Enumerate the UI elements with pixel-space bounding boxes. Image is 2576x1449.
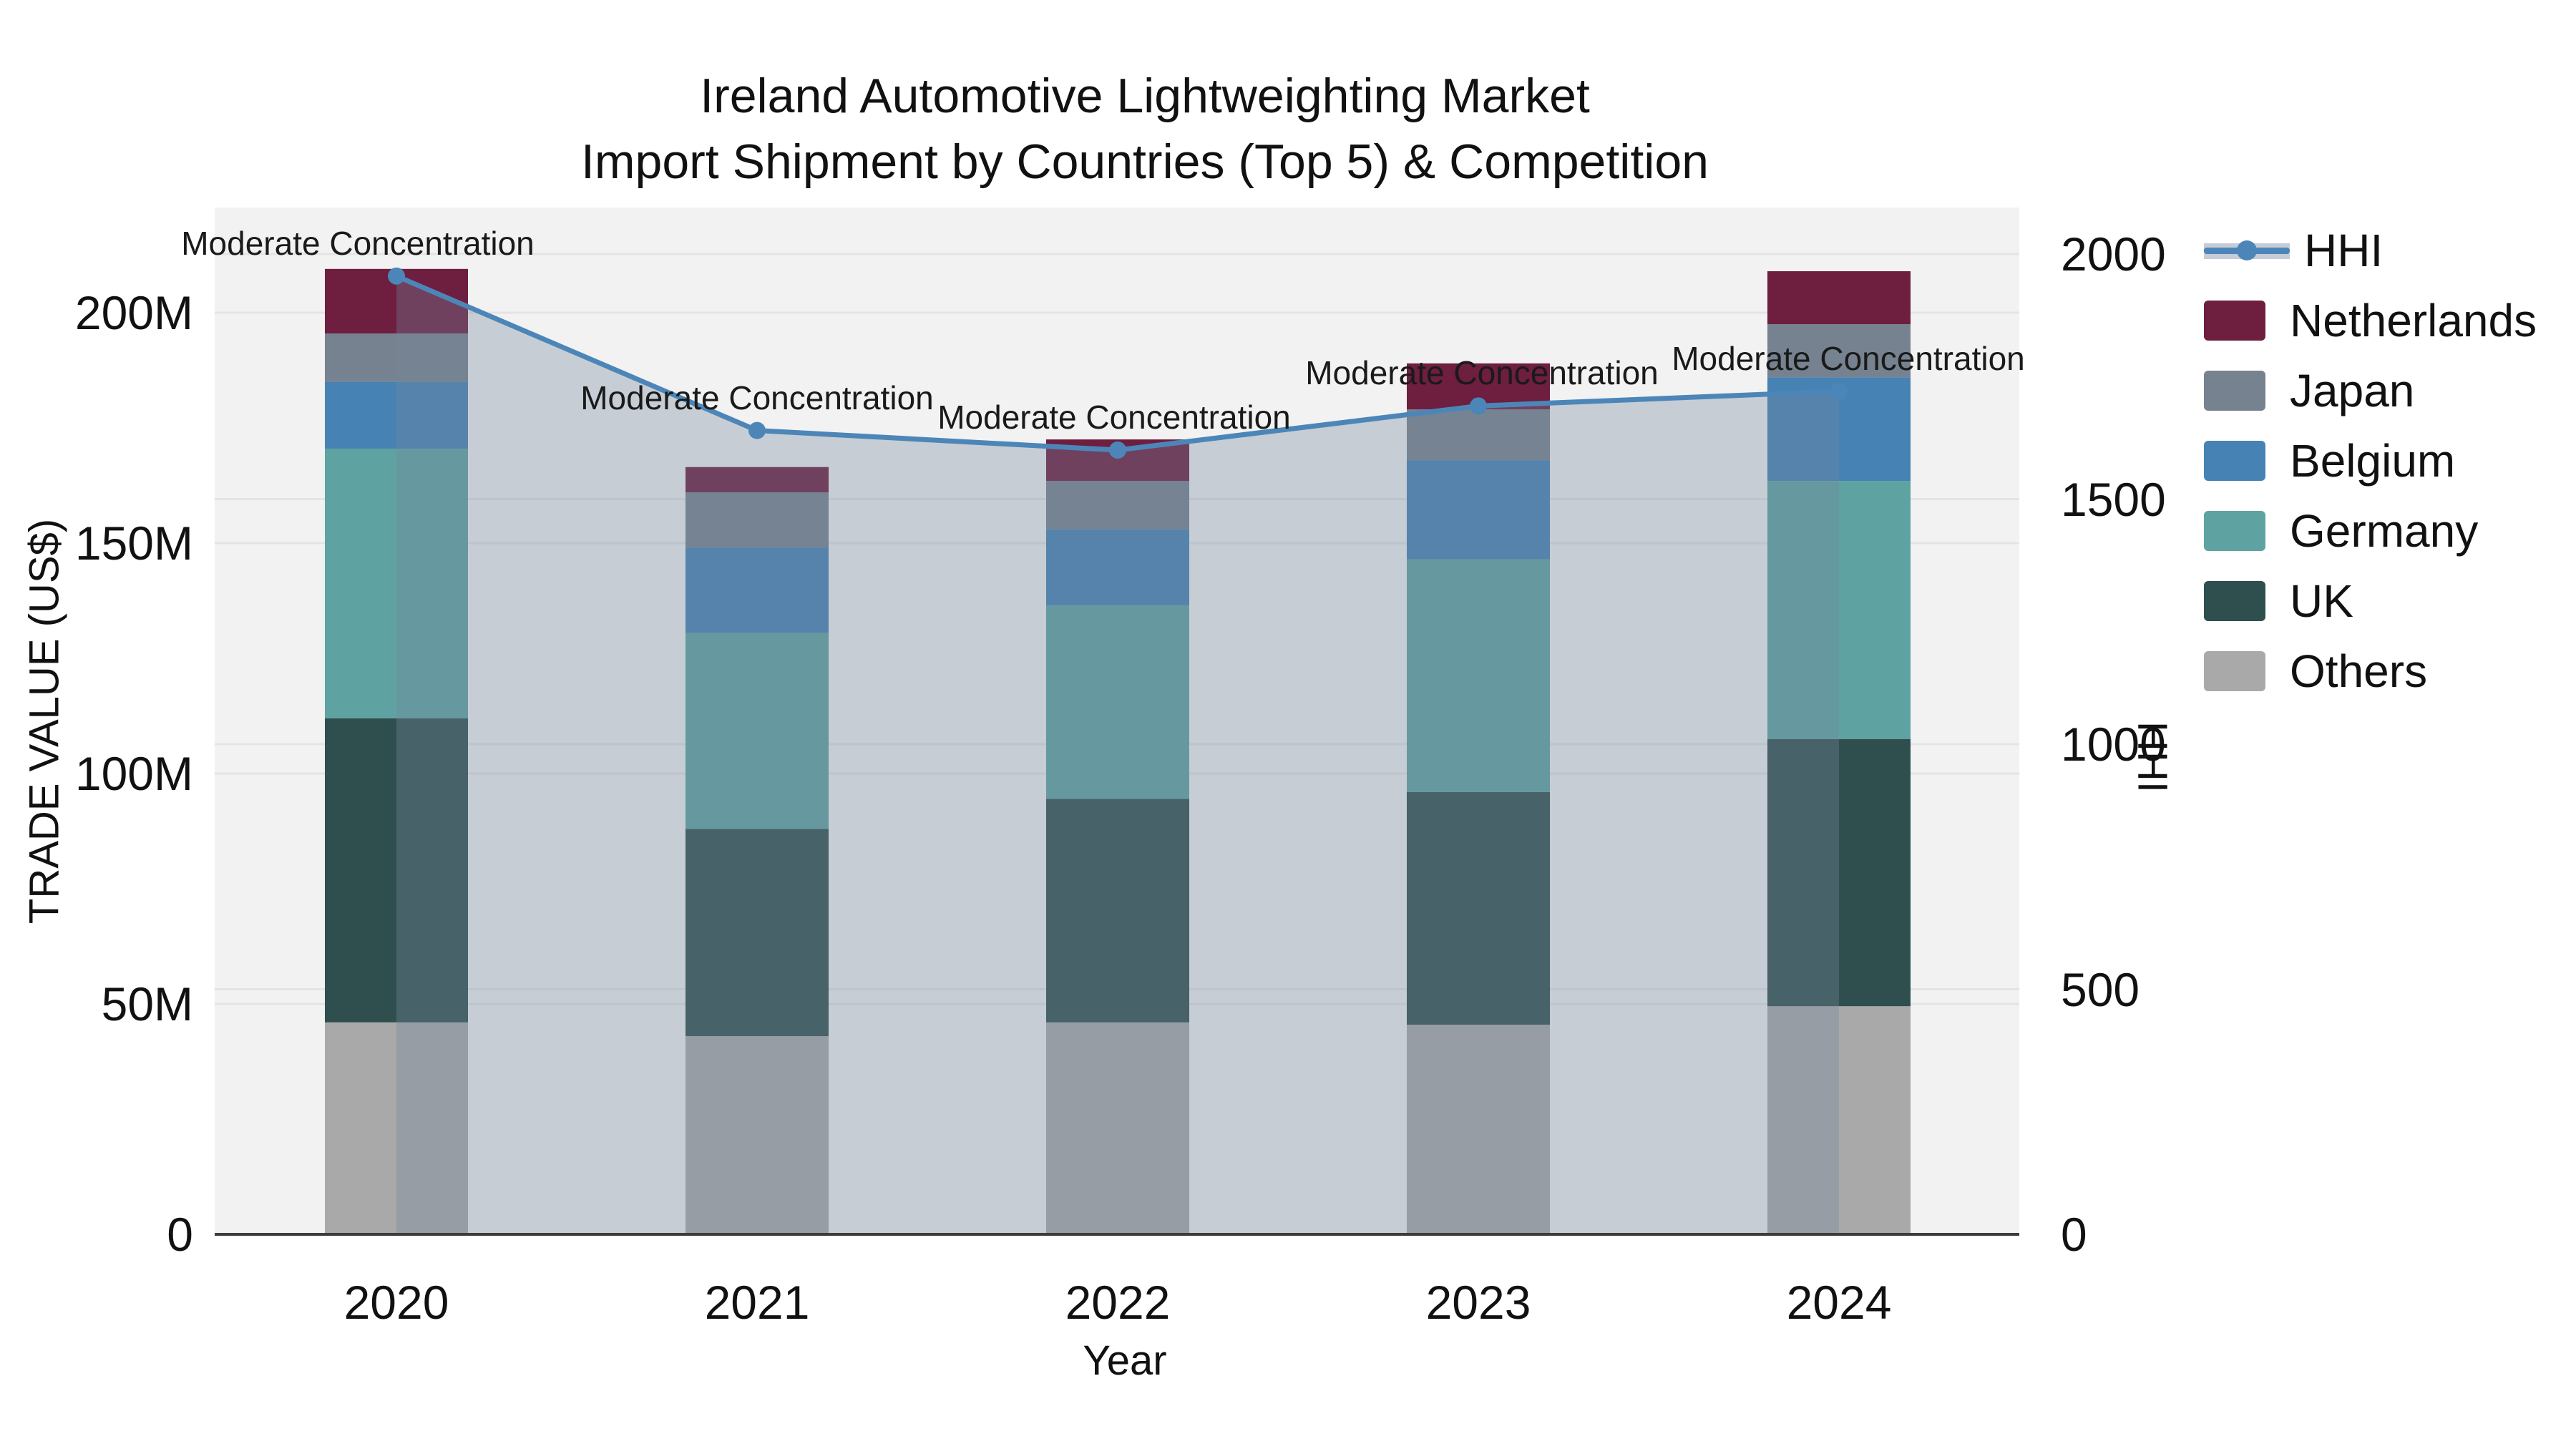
legend-swatch-Germany [2204,511,2265,551]
annotation-2021: Moderate Concentration [580,379,934,416]
legend-item-Belgium: Belgium [2204,432,2455,489]
x-tick-2024: 2024 [1786,1276,1892,1329]
bar-segment-2020-Belgium [325,381,468,449]
bar-segment-2023-UK [1407,791,1550,1025]
legend-item-Netherlands: Netherlands [2204,292,2537,349]
bar-segment-2020-Others [325,1022,468,1234]
legend-swatch-hhi [2204,230,2290,270]
bar-segment-2021-Japan [686,492,829,548]
legend-swatch-UK [2204,581,2265,621]
hhi-marker-swatch [2237,240,2257,260]
legend-label-Belgium: Belgium [2290,435,2456,487]
bar-segment-2023-Japan [1407,409,1550,461]
y-tick-right-1500: 1500 [2061,472,2166,526]
hhi-marker-2024 [1830,382,1848,400]
legend-label-Others: Others [2290,645,2428,697]
y-tick-right-2000: 2000 [2061,228,2166,280]
bar-segment-2021-Netherlands [686,467,829,493]
annotation-2022: Moderate Concentration [937,399,1291,436]
y-tick-left-200M: 200M [74,286,193,339]
annotation-2024: Moderate Concentration [1672,339,2025,377]
chart-title-line1: Ireland Automotive Lightweighting Market [700,69,1590,123]
bar-segment-2023-Belgium [1407,460,1550,560]
legend-swatch-Belgium [2204,441,2265,481]
x-tick-2023: 2023 [1425,1276,1531,1329]
legend-swatch-Others [2204,651,2265,691]
bar-segment-2021-Others [686,1036,829,1234]
chart-title-line2: Import Shipment by Countries (Top 5) & C… [580,135,1709,255]
legend-label-UK: UK [2290,575,2353,627]
hhi-marker-2023 [1470,397,1487,415]
hhi-marker-2021 [748,421,766,439]
bar-segment-2024-UK [1767,738,1911,1007]
bar-segment-2020-UK [325,718,468,1023]
y-tick-right-500: 500 [2061,962,2140,1016]
bar-segment-2020-Germany [325,448,468,718]
bar-segment-2021-Germany [686,633,829,829]
x-tick-2022: 2022 [1065,1276,1171,1329]
bar-segment-2022-Japan [1046,481,1189,530]
bar-segment-2021-Belgium [686,547,829,633]
bar-segment-2022-Belgium [1046,529,1189,605]
y-tick-left-150M: 150M [74,517,193,570]
legend-item-Japan: Japan [2204,362,2414,419]
bar-segment-2021-UK [686,829,829,1037]
annotation-2020: Moderate Concentration [181,224,535,262]
x-tick-2020: 2020 [343,1276,449,1329]
hhi-area-fill [396,275,1839,1235]
bar-segment-2024-Japan [1767,324,1911,378]
annotation-2023: Moderate Concentration [1305,354,1659,392]
bar-segment-2022-Germany [1046,605,1189,799]
y-tick-left-100M: 100M [74,747,193,800]
bar-segment-2024-Others [1767,1006,1911,1234]
y-tick-left-50M: 50M [101,977,193,1030]
bar-segment-2024-Netherlands [1767,271,1911,325]
legend-label-Netherlands: Netherlands [2290,295,2537,346]
legend-label-HHI: HHI [2304,225,2384,276]
legend-item-UK: UK [2204,572,2353,630]
bar-segment-2020-Japan [325,333,468,382]
bar-segment-2022-Others [1046,1022,1189,1234]
legend-label-Germany: Germany [2290,505,2479,557]
legend-item-HHI: HHI [2204,222,2383,279]
legend-swatch-Netherlands [2204,301,2265,341]
bar-segment-2023-Others [1407,1024,1550,1234]
bar-segment-2023-Germany [1407,559,1550,792]
bar-segment-2022-UK [1046,799,1189,1023]
hhi-marker-2022 [1109,441,1126,459]
legend-item-Germany: Germany [2204,502,2478,560]
x-tick-2021: 2021 [704,1276,810,1329]
legend-item-Others: Others [2204,643,2427,700]
hhi-marker-2020 [388,267,405,285]
legend-swatch-Japan [2204,371,2265,411]
chart-title: Ireland Automotive Lightweighting Market… [572,63,1717,260]
y-tick-right-1000: 1000 [2061,718,2166,771]
y-tick-right-0: 0 [2061,1208,2087,1261]
legend-label-Japan: Japan [2290,365,2415,416]
bar-segment-2024-Germany [1767,481,1911,739]
y-axis-label-left: TRADE VALUE (US$) [21,518,68,924]
x-axis-label: Year [1083,1337,1167,1384]
y-axis-label-right: HHI [2129,721,2176,793]
stacked-bars [325,268,1911,1234]
y-tick-left-0: 0 [167,1208,193,1261]
